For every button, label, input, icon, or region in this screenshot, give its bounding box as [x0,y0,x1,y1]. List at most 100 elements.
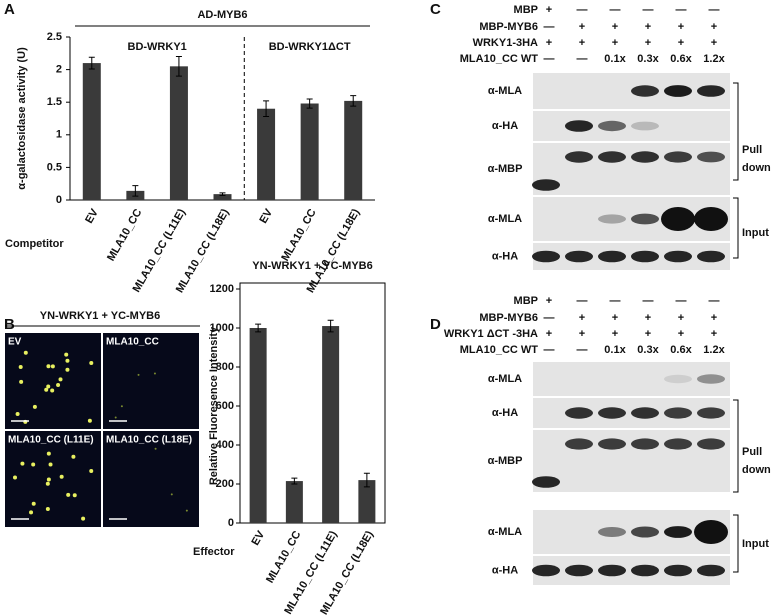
lane-symbol: 0.3x [637,344,659,356]
band [661,207,695,231]
bar [257,108,276,200]
x-tick-label: MLA10_CC [264,529,303,585]
band [664,85,692,97]
lane-symbol: — [643,295,654,307]
y-tick-label: 400 [216,439,234,451]
lane-symbol: + [711,328,717,340]
micrograph [5,431,101,527]
x-tick-label: MLA10_CC [279,207,318,263]
lane-symbol: — [643,4,654,16]
fluorescent-spot [46,477,51,482]
lane-symbol: + [678,21,684,33]
bar [249,328,267,523]
lane-symbol: + [678,312,684,324]
fluorescent-spot [13,475,18,480]
fluorescent-spot [65,367,70,372]
lane-symbol: + [546,328,552,340]
band [565,564,593,577]
error-bar [327,319,334,333]
band [598,120,626,132]
y-axis-label: α-galactosidase activity (U) [16,47,28,190]
y-tick-label: 1 [56,129,62,141]
band [631,564,659,577]
x-axis-label: Competitor [5,238,64,250]
antibody-label: α-HA [492,407,518,419]
fluorescent-spot [64,352,69,357]
lane-symbol: — [610,295,621,307]
band [565,151,593,163]
band [694,207,728,231]
fluorescent-spot [23,350,28,355]
x-axis-label: Effector [193,546,235,558]
lane-symbol: + [612,21,618,33]
lane-symbol: + [579,328,585,340]
lane-symbol: — [676,4,687,16]
error-bar [88,56,95,70]
band [664,250,692,263]
x-tick-label: EV [83,206,101,225]
band [565,250,593,263]
band [631,526,659,538]
lane-symbol: + [546,295,552,307]
x-tick-label: MLA10_CC [105,207,144,263]
panel-label: B [4,316,15,333]
row-label: MBP-MYB6 [479,21,538,33]
band [631,85,659,97]
image-label: MLA10_CC [106,337,159,348]
lane-symbol: 0.6x [670,53,692,65]
lane-symbol: + [711,312,717,324]
y-axis-label: Relative Fluoresence Intensity [208,326,220,485]
row-label: WRKY1-3HA [473,37,538,49]
fluorescent-spot [71,454,76,459]
band [697,564,725,577]
lane-symbol: + [645,21,651,33]
lane-symbol: — [610,4,621,16]
band [565,120,593,132]
antibody-label: α-HA [492,120,518,132]
row-label: MLA10_CC WT [460,344,539,356]
fluorescent-spot [137,373,140,376]
chart-title: YN-WRKY1 + YC-MYB6 [252,260,373,272]
band [532,250,560,263]
antibody-label: α-MLA [488,213,522,225]
band [565,407,593,419]
y-tick-label: 2 [56,64,62,76]
row-label: MBP-MYB6 [479,312,538,324]
lane-symbol: — [577,344,588,356]
lane-symbol: + [546,37,552,49]
lane-symbol: — [709,295,720,307]
band [664,526,692,538]
band [664,438,692,450]
lane-symbol: + [645,37,651,49]
x-tick-label: EV [257,206,275,225]
error-bar [350,95,357,107]
fluorescent-spot [19,379,24,384]
fluorescent-spot [32,404,37,409]
fluorescent-spot [87,418,92,423]
panel-label: C [430,1,441,18]
lane-symbol: 0.6x [670,344,692,356]
lane-symbol: 1.2x [703,53,725,65]
bracket [733,399,739,493]
antibody-label: α-HA [492,564,518,576]
fluorescent-spot [31,462,36,467]
panel-label: D [430,316,441,333]
pull-down-label: Pull [742,446,762,458]
fluorescent-spot [72,493,77,498]
band [631,213,659,225]
y-tick-label: 0 [56,194,62,206]
image-label: MLA10_CC (L18E) [106,435,192,446]
micrograph [103,333,199,429]
band [598,407,626,419]
fluorescent-spot [44,387,49,392]
lane-symbol: — [544,344,555,356]
lane-symbol: 0.3x [637,53,659,65]
blot-strip [533,143,730,195]
lane-symbol: + [579,21,585,33]
fluorescent-spot [114,416,117,419]
fluorescent-spot [120,405,123,408]
fluorescent-spot [45,481,50,486]
row-label: MBP [514,295,538,307]
bar [358,480,376,523]
band [697,250,725,263]
